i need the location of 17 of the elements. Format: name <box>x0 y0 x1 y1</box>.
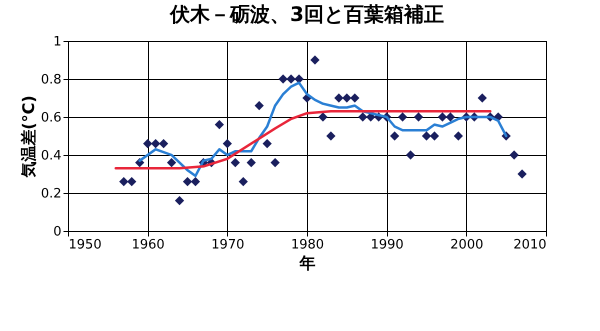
y-tick-label: 0.6 <box>40 110 62 126</box>
y-tick-label: 0 <box>53 224 62 240</box>
y-tick-label: 0.2 <box>40 186 62 202</box>
x-tick-label: 2010 <box>513 238 546 252</box>
y-tick-label: 0.8 <box>40 72 62 88</box>
x-tick-label: 2000 <box>450 238 484 252</box>
x-axis-title: 年 <box>298 254 316 272</box>
y-tick-label: 0.4 <box>40 148 62 164</box>
y-tick-label: 1 <box>53 34 62 50</box>
x-tick-label: 1950 <box>68 238 102 252</box>
y-axis-title: 気温差(°C) <box>18 95 38 179</box>
x-tick-label: 1990 <box>370 238 404 252</box>
chart-title: 伏木－砺波、3回と百葉箱補正 <box>169 2 444 26</box>
x-tick-label: 1970 <box>211 238 244 252</box>
x-tick-label: 1960 <box>132 238 165 252</box>
x-tick-label: 1980 <box>290 238 324 252</box>
line-series <box>114 110 492 170</box>
